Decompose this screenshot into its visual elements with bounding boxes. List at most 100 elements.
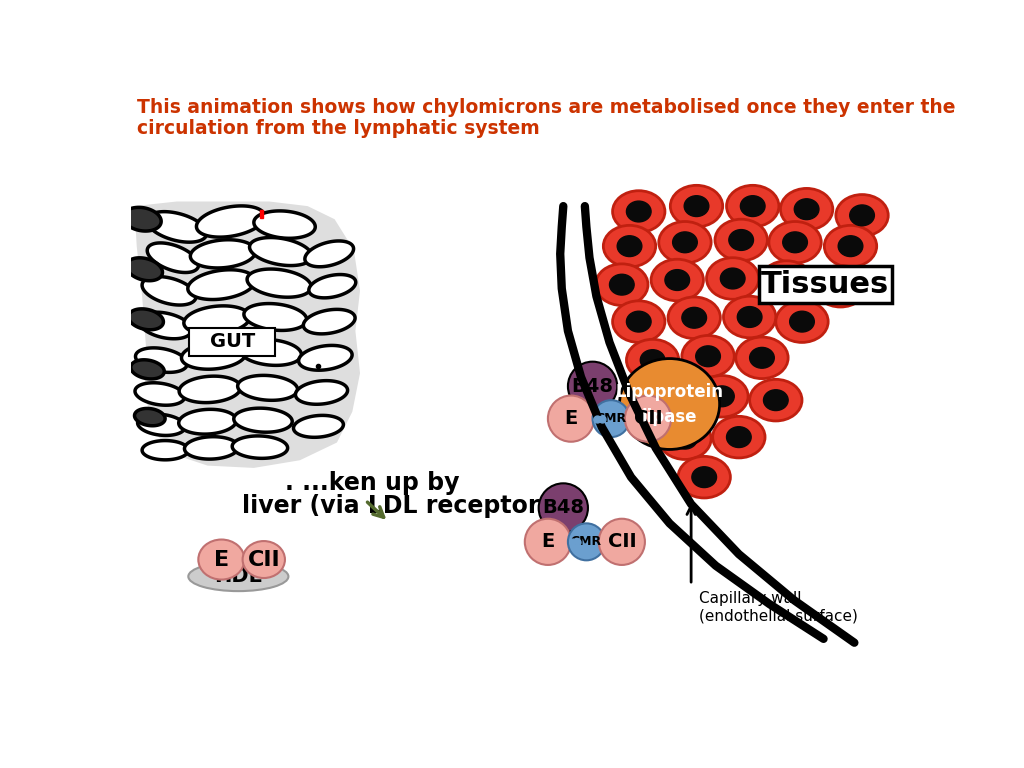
Ellipse shape (707, 258, 759, 300)
Polygon shape (309, 274, 355, 298)
Ellipse shape (774, 271, 799, 292)
Ellipse shape (828, 276, 853, 296)
Ellipse shape (761, 261, 813, 303)
Ellipse shape (668, 297, 720, 339)
Polygon shape (146, 212, 207, 242)
Ellipse shape (658, 418, 711, 459)
Ellipse shape (673, 429, 697, 449)
Ellipse shape (609, 274, 634, 295)
Polygon shape (184, 306, 250, 334)
Text: CMR: CMR (570, 535, 602, 548)
Ellipse shape (769, 221, 821, 263)
Ellipse shape (824, 225, 877, 267)
Text: . ...ken up by: . ...ken up by (285, 471, 459, 495)
Ellipse shape (684, 196, 709, 217)
Ellipse shape (655, 389, 680, 409)
Ellipse shape (199, 540, 245, 580)
Polygon shape (197, 206, 265, 237)
Polygon shape (190, 240, 256, 268)
Ellipse shape (596, 264, 648, 306)
Polygon shape (240, 339, 301, 366)
Polygon shape (181, 342, 246, 369)
Polygon shape (134, 409, 165, 425)
Polygon shape (296, 381, 347, 404)
Ellipse shape (724, 296, 776, 338)
Ellipse shape (780, 188, 833, 230)
Ellipse shape (750, 379, 802, 421)
Ellipse shape (625, 396, 671, 442)
Ellipse shape (568, 523, 605, 561)
Ellipse shape (671, 185, 723, 227)
Text: CII: CII (248, 550, 281, 570)
Polygon shape (260, 210, 263, 217)
Polygon shape (294, 415, 343, 437)
Ellipse shape (640, 349, 665, 370)
Polygon shape (179, 376, 241, 402)
Ellipse shape (736, 337, 788, 379)
Ellipse shape (131, 359, 164, 379)
Text: This animation shows how chylomicrons are metabolised once they enter the: This animation shows how chylomicrons ar… (137, 98, 955, 118)
Ellipse shape (599, 518, 645, 565)
Ellipse shape (729, 230, 754, 250)
Text: E: E (214, 550, 229, 570)
Polygon shape (254, 211, 315, 238)
Text: E: E (542, 532, 555, 551)
Ellipse shape (737, 306, 762, 327)
Ellipse shape (692, 467, 717, 488)
Ellipse shape (740, 196, 765, 217)
Ellipse shape (790, 311, 814, 332)
Polygon shape (233, 408, 292, 432)
Text: CII: CII (607, 532, 636, 551)
Ellipse shape (795, 199, 819, 220)
Ellipse shape (603, 225, 655, 267)
Polygon shape (137, 414, 185, 435)
Ellipse shape (243, 541, 285, 578)
Ellipse shape (126, 258, 163, 281)
Ellipse shape (764, 390, 788, 411)
Ellipse shape (620, 359, 720, 449)
Ellipse shape (658, 221, 711, 263)
Ellipse shape (682, 336, 734, 377)
Ellipse shape (727, 185, 779, 227)
Ellipse shape (682, 307, 707, 328)
Text: E: E (564, 409, 578, 428)
Polygon shape (142, 276, 196, 305)
Ellipse shape (695, 346, 720, 366)
Ellipse shape (673, 232, 697, 253)
Polygon shape (250, 237, 312, 266)
Polygon shape (131, 359, 164, 379)
Text: liver (via LDL receptors): liver (via LDL receptors) (243, 494, 564, 518)
Polygon shape (299, 346, 352, 370)
Text: Lipoprotein
lipase: Lipoprotein lipase (615, 382, 724, 425)
Ellipse shape (782, 232, 807, 253)
Polygon shape (305, 241, 353, 266)
Ellipse shape (665, 270, 689, 290)
Polygon shape (135, 348, 187, 372)
Ellipse shape (188, 562, 289, 591)
Ellipse shape (727, 427, 752, 448)
Text: GUT: GUT (210, 332, 255, 351)
Ellipse shape (651, 260, 703, 301)
Ellipse shape (642, 378, 694, 419)
Ellipse shape (839, 236, 863, 257)
Polygon shape (247, 269, 311, 297)
Text: circulation from the lymphatic system: circulation from the lymphatic system (137, 119, 540, 138)
Ellipse shape (612, 301, 665, 343)
Polygon shape (179, 409, 237, 434)
Text: B48: B48 (571, 377, 613, 396)
Polygon shape (244, 303, 307, 330)
Ellipse shape (617, 236, 642, 257)
Text: CII: CII (634, 409, 663, 428)
Ellipse shape (129, 309, 164, 329)
Ellipse shape (548, 396, 594, 442)
Polygon shape (147, 243, 199, 273)
Polygon shape (232, 436, 288, 458)
Polygon shape (303, 310, 355, 334)
Polygon shape (126, 258, 163, 281)
FancyBboxPatch shape (189, 328, 275, 356)
Ellipse shape (695, 376, 749, 417)
Ellipse shape (720, 268, 745, 289)
Ellipse shape (710, 386, 734, 407)
Text: CMR: CMR (596, 412, 627, 425)
Polygon shape (134, 201, 360, 468)
